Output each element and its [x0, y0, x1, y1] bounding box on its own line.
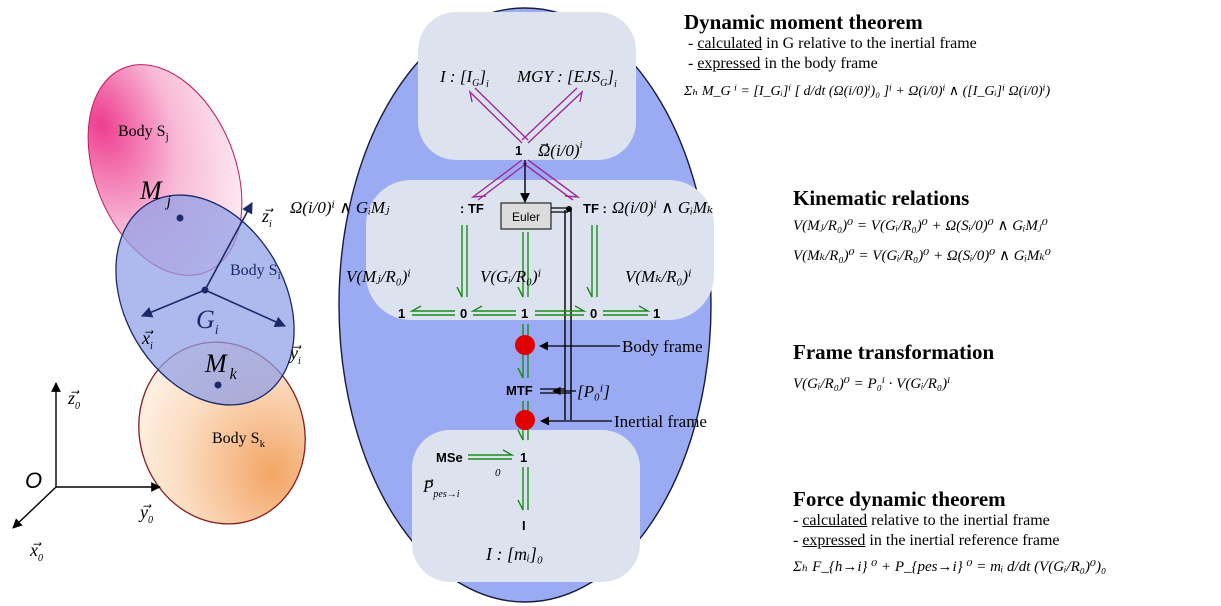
- velocity-panel: [366, 180, 714, 320]
- axis-yi-label: ⃗yi: [288, 343, 302, 367]
- bond-j1-right: [527, 159, 581, 198]
- mass-i-label: I: [522, 518, 526, 533]
- dynamic-moment-line2: - expressed in the body frame: [684, 55, 878, 72]
- p-pes-sup: 0: [495, 467, 501, 479]
- tf-right-label: TF :: [583, 201, 607, 216]
- euler-box: [500, 202, 552, 230]
- bond-j1-right-b: [522, 162, 574, 201]
- dynamic-moment-title: Dynamic moment theorem: [684, 10, 923, 34]
- force-line2: - expressed in the inertial reference fr…: [793, 532, 1060, 549]
- body-frame-junction: [515, 335, 535, 355]
- tf-left-expr: Ω(i/0)ⁱ ∧ GᵢMⱼ: [290, 198, 390, 217]
- dynamic-moment-line1: - calculated in G relative to the inerti…: [684, 35, 977, 52]
- dynamic-moment-equation: Σₕ M_G ⁱ = [I_Gᵢ]ⁱ [ d/dt (Ω(i/0)ⁱ)₀ ]ⁱ …: [684, 84, 1051, 99]
- bond-to-inertia: [468, 89, 523, 144]
- velocity-center: V(Gᵢ/R₀)ⁱ: [480, 267, 541, 286]
- axis-zi-label: ⃗zi: [261, 206, 274, 230]
- body-sk-label: Body Sk: [212, 430, 266, 450]
- axis-y0-label: ⃗y0: [138, 502, 153, 526]
- euler-label: Euler: [512, 210, 540, 224]
- point-mk: [214, 381, 222, 389]
- inertial-frame-junction: [515, 410, 535, 430]
- bodies-illustration: Body Sj Mj Body Si Gi ⃗zi ⃗xi ⃗yi Mk Bod…: [12, 64, 306, 564]
- mse-label: MSe: [436, 450, 463, 465]
- rotational-panel: [418, 12, 636, 160]
- bond-tf-left-down: [456, 225, 463, 298]
- force-title: Force dynamic theorem: [793, 487, 1006, 511]
- axis-z0-label: ⃗z0: [67, 388, 80, 412]
- force-line1: - calculated relative to the inertial fr…: [793, 512, 1050, 529]
- axis-yi-arrow: [204, 289, 287, 327]
- p0i-label: [P₀ⁱ]: [577, 382, 610, 401]
- junction-top-1: 1: [515, 143, 522, 158]
- frame-title: Frame transformation: [793, 340, 995, 364]
- junction-row-1b: 1: [521, 306, 528, 321]
- dynamic-moment-panel: Dynamic moment theorem - calculated in G…: [684, 10, 1214, 104]
- tf-right-expr: Ω(i/0)ⁱ ∧ GᵢMₖ: [612, 198, 713, 217]
- bond-j1-left: [470, 159, 523, 198]
- origin-o-label: O: [25, 468, 42, 493]
- axis-x0-label: ⃗x0: [29, 540, 43, 564]
- axis-x0-arrow: [12, 486, 57, 529]
- kinematic-equation-2: V(Mₖ/R₀)⁰ = V(Gᵢ/R₀)⁰ + Ω(Sᵢ/0)⁰ ∧ GᵢMₖ⁰: [793, 248, 1051, 264]
- axis-zi-arrow: [204, 202, 253, 291]
- junction-row-1a: 1: [398, 306, 405, 321]
- frame-panel: Frame transformation V(Gᵢ/R₀)⁰ = P₀ⁱ · V…: [793, 340, 1213, 396]
- bond-graph: I : [IG]i MGY : [EJSG]i 1 ⃗Ω(i/0)i Euler…: [290, 7, 714, 603]
- bond-tf-right-down: [586, 225, 593, 298]
- frame-equation: V(Gᵢ/R₀)⁰ = P₀ⁱ · V(Gᵢ/R₀)ⁱ: [793, 376, 951, 392]
- inertial-frame-label: Inertial frame: [614, 412, 707, 431]
- inertia-top-label: I : [IG]i: [439, 67, 489, 90]
- bond-0a-1a: [409, 305, 455, 312]
- velocity-right: V(Mₖ/R₀)ⁱ: [625, 267, 692, 286]
- mgy-label: MGY : [EJSG]i: [516, 67, 617, 90]
- kinematic-panel: Kinematic relations V(Mⱼ/R₀)⁰ = V(Gᵢ/R₀)…: [793, 186, 1218, 268]
- bond-to-mgy: [527, 89, 584, 144]
- omega-label: ⃗Ω(i/0)i: [538, 140, 583, 160]
- bond-0b-1c: [603, 305, 651, 312]
- junction-bottom-1: 1: [520, 450, 527, 465]
- body-si-shape: [115, 194, 295, 406]
- junction-row-0b: 0: [590, 306, 597, 321]
- point-mj: [176, 214, 184, 222]
- junction-row-0a: 0: [460, 306, 467, 321]
- axis-xi-arrow: [140, 289, 206, 318]
- mtf-label: MTF: [506, 383, 533, 398]
- bond-mse-1: [468, 449, 515, 456]
- force-equation: Σₕ F_{h→i} ⁰ + P_{pes→i} ⁰ = mᵢ d/dt (V(…: [793, 559, 1107, 575]
- mass-label: I : [mᵢ]₀: [485, 544, 543, 564]
- bond-to-inertia-b: [474, 87, 529, 141]
- bond-1b-0a: [470, 305, 516, 312]
- body-sj-label: Body Sj: [118, 123, 169, 143]
- tf-left-label: : TF: [460, 201, 484, 216]
- kinematic-title: Kinematic relations: [793, 186, 970, 210]
- bond-to-mgy-b: [521, 87, 578, 141]
- body-si-label: Body Si: [230, 262, 281, 282]
- bond-j1-left-b: [477, 162, 528, 201]
- bond-1b-0b: [535, 305, 587, 312]
- force-panel: Force dynamic theorem - calculated relat…: [793, 487, 1213, 579]
- velocity-left: V(Mⱼ/R₀)ⁱ: [346, 267, 411, 286]
- body-frame-label: Body frame: [622, 337, 703, 356]
- bond-1-mass: [517, 467, 524, 511]
- point-gi-label: Gi: [196, 305, 219, 338]
- bond-euler-down: [517, 232, 524, 298]
- mass-panel: [412, 430, 640, 582]
- junction-row-1c: 1: [653, 306, 660, 321]
- kinematic-equation-1: V(Mⱼ/R₀)⁰ = V(Gᵢ/R₀)⁰ + Ω(Sᵢ/0)⁰ ∧ GᵢMⱼ⁰: [793, 218, 1048, 234]
